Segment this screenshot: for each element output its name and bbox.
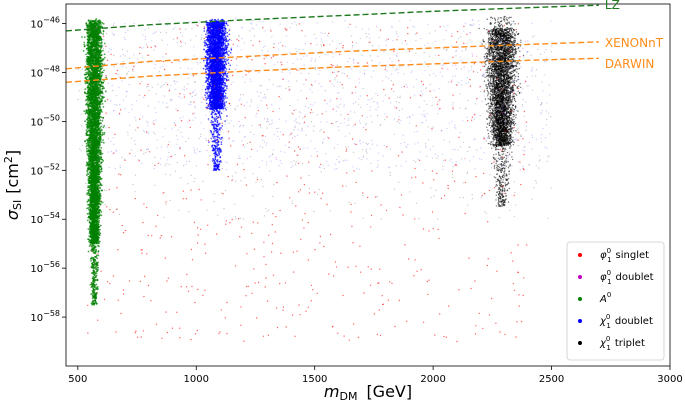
x-axis-subscript: DM <box>339 390 357 403</box>
x-tick-label: 1000 <box>184 374 209 385</box>
x-tick-label: 3000 <box>657 374 682 385</box>
sensitivity-curves <box>65 4 599 83</box>
x-axis-symbol: m <box>324 382 340 401</box>
series-3-cluster-1 <box>100 18 552 171</box>
y-axis-subscript: SI <box>11 200 24 210</box>
y-axis-unit-close: ] <box>3 150 22 156</box>
legend: φ0 1 singlet φ0 1 doublet A0 χ0 1 doublet χ0 1 tripl… <box>566 241 665 361</box>
legend-marker <box>578 275 582 279</box>
legend-box <box>566 241 665 361</box>
legend-label: A0 <box>599 291 611 305</box>
y-tick-label: 10−50 <box>30 113 60 128</box>
legend-marker <box>578 253 582 257</box>
curve-darwin <box>65 57 599 83</box>
legend-label: φ0 1 singlet <box>600 247 649 264</box>
y-tick-label: 10−52 <box>30 162 60 177</box>
legend-item: χ0 1 doublet <box>578 313 653 330</box>
y-axis-unit-sup: 2 <box>2 156 15 163</box>
curve-label-xenonnt: XENONnT <box>605 36 664 50</box>
legend-label: χ0 1 triplet <box>599 335 645 352</box>
y-axis-ticks: 10−46 10−48 10−50 10−52 10−54 10−56 10−58 <box>30 16 66 324</box>
x-tick-label: 1500 <box>302 374 327 385</box>
legend-item: φ0 1 singlet <box>578 247 649 264</box>
x-axis-ticks: 500 1000 1500 2000 2500 3000 <box>68 366 683 385</box>
series-2-cluster-6 <box>81 18 108 306</box>
curve-lz <box>65 4 599 32</box>
legend-label: φ0 1 doublet <box>600 269 654 286</box>
plot-frame <box>65 3 671 367</box>
series-0-cluster-3 <box>87 23 528 343</box>
curve-labels: LZ XENONnT DARWIN <box>605 0 664 71</box>
y-tick-label: 10−58 <box>30 309 60 324</box>
x-tick-label: 2000 <box>420 374 445 385</box>
legend-label: χ0 1 doublet <box>599 313 653 330</box>
y-tick-label: 10−54 <box>30 211 60 226</box>
x-axis-title: mDM [GeV] <box>324 382 412 403</box>
x-axis-unit: [GeV] <box>366 382 412 401</box>
x-tick-label: 500 <box>68 374 87 385</box>
scatter-points <box>77 15 553 343</box>
series-3-cluster-2 <box>202 18 233 172</box>
y-axis-unit: [cm <box>3 163 22 194</box>
curve-label-lz: LZ <box>605 0 620 12</box>
y-tick-label: 10−46 <box>30 16 60 31</box>
curve-label-darwin: DARWIN <box>605 57 654 71</box>
series-4-cluster-5 <box>77 24 553 220</box>
y-tick-label: 10−48 <box>30 64 60 79</box>
x-tick-label: 2500 <box>539 374 564 385</box>
y-tick-label: 10−56 <box>30 260 60 275</box>
legend-item: A0 <box>578 291 611 305</box>
series-4-cluster-0 <box>478 15 525 208</box>
legend-marker <box>578 341 582 345</box>
y-axis-title: σSI [cm2] <box>2 150 24 220</box>
legend-item: χ0 1 triplet <box>578 335 645 352</box>
legend-marker <box>578 297 582 301</box>
curve-xenonnt <box>65 41 599 70</box>
y-axis-symbol: σ <box>3 209 22 220</box>
legend-marker <box>578 319 582 323</box>
legend-item: φ0 1 doublet <box>578 269 654 286</box>
